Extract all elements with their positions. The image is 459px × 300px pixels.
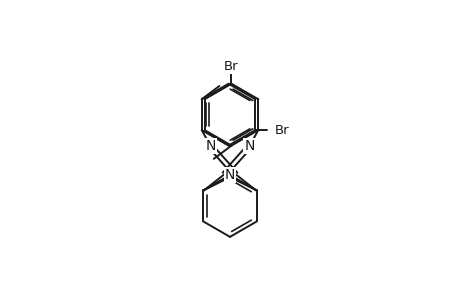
Text: N: N bbox=[205, 139, 215, 153]
Text: N: N bbox=[224, 168, 235, 182]
Text: Br: Br bbox=[274, 124, 288, 136]
Text: Br: Br bbox=[224, 60, 238, 73]
Text: N: N bbox=[244, 139, 254, 153]
